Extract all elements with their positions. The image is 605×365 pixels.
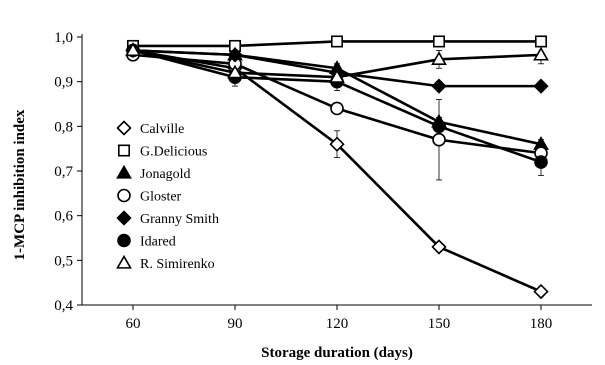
y-axis-label: 1-MCP inhibition index xyxy=(12,109,28,260)
legend-marker-idared xyxy=(117,233,131,248)
y-tick-label: 0,5 xyxy=(54,253,73,269)
x-axis-label: Storage duration (days) xyxy=(261,345,413,361)
y-tick-label: 1,0 xyxy=(54,30,73,46)
legend-marker-r-simirenko xyxy=(116,254,132,269)
y-tick-label: 0,4 xyxy=(54,298,73,314)
legend-label-granny-smith: Granny Smith xyxy=(140,212,219,227)
legend-item-r-simirenko: R. Simirenko xyxy=(116,254,215,272)
point-idared xyxy=(534,155,548,169)
point-gloster xyxy=(330,101,344,116)
legend-label-gloster: Gloster xyxy=(140,190,182,205)
point-r-simirenko xyxy=(329,69,345,83)
legend-item-granny-smith: Granny Smith xyxy=(116,210,219,227)
x-tick-label: 90 xyxy=(228,316,243,332)
legend-marker-calville xyxy=(116,120,132,136)
legend-item-g-delicious: G.Delicious xyxy=(118,144,207,160)
legend-item-idared: Idared xyxy=(117,233,176,250)
x-tick-label: 180 xyxy=(530,316,553,332)
point-gloster xyxy=(432,132,446,147)
x-axis-ticks: 60 90 120 150 180 xyxy=(126,305,553,332)
legend: Calville G.Delicious Jonagold Gloster Granny… xyxy=(116,120,219,272)
legend-marker-gloster xyxy=(117,188,131,203)
legend-item-calville: Calville xyxy=(116,120,184,137)
series-markers xyxy=(125,35,549,300)
point-granny-smith xyxy=(431,78,447,94)
legend-label-g-delicious: G.Delicious xyxy=(140,145,207,160)
legend-marker-granny-smith xyxy=(116,210,132,226)
point-calville xyxy=(329,136,345,152)
point-g-delicious xyxy=(534,35,547,48)
point-granny-smith xyxy=(227,47,243,63)
legend-label-idared: Idared xyxy=(140,235,176,250)
legend-label-calville: Calville xyxy=(140,122,184,137)
y-tick-label: 0,8 xyxy=(54,119,73,135)
x-tick-label: 120 xyxy=(326,316,349,332)
x-tick-label: 60 xyxy=(126,316,141,332)
legend-marker-g-delicious xyxy=(118,144,131,157)
point-granny-smith xyxy=(533,78,549,94)
point-idared xyxy=(432,119,446,134)
legend-item-jonagold: Jonagold xyxy=(116,164,191,182)
y-tick-label: 0,9 xyxy=(54,75,73,91)
x-tick-label: 150 xyxy=(428,316,451,332)
point-calville xyxy=(533,283,549,300)
y-tick-label: 0,6 xyxy=(54,209,73,225)
legend-marker-jonagold xyxy=(116,164,132,179)
y-tick-label: 0,7 xyxy=(54,164,73,180)
point-calville xyxy=(431,239,447,255)
point-r-simirenko xyxy=(533,46,549,61)
point-g-delicious xyxy=(432,35,445,48)
legend-label-r-simirenko: R. Simirenko xyxy=(140,257,215,272)
point-r-simirenko xyxy=(431,51,447,66)
legend-item-gloster: Gloster xyxy=(117,188,182,205)
point-r-simirenko xyxy=(227,64,243,79)
y-axis-ticks: 0,4 0,5 0,6 0,7 0,8 0,9 1,0 xyxy=(54,30,82,314)
legend-label-jonagold: Jonagold xyxy=(140,167,191,182)
point-g-delicious xyxy=(330,35,343,48)
point-r-simirenko xyxy=(125,42,141,57)
